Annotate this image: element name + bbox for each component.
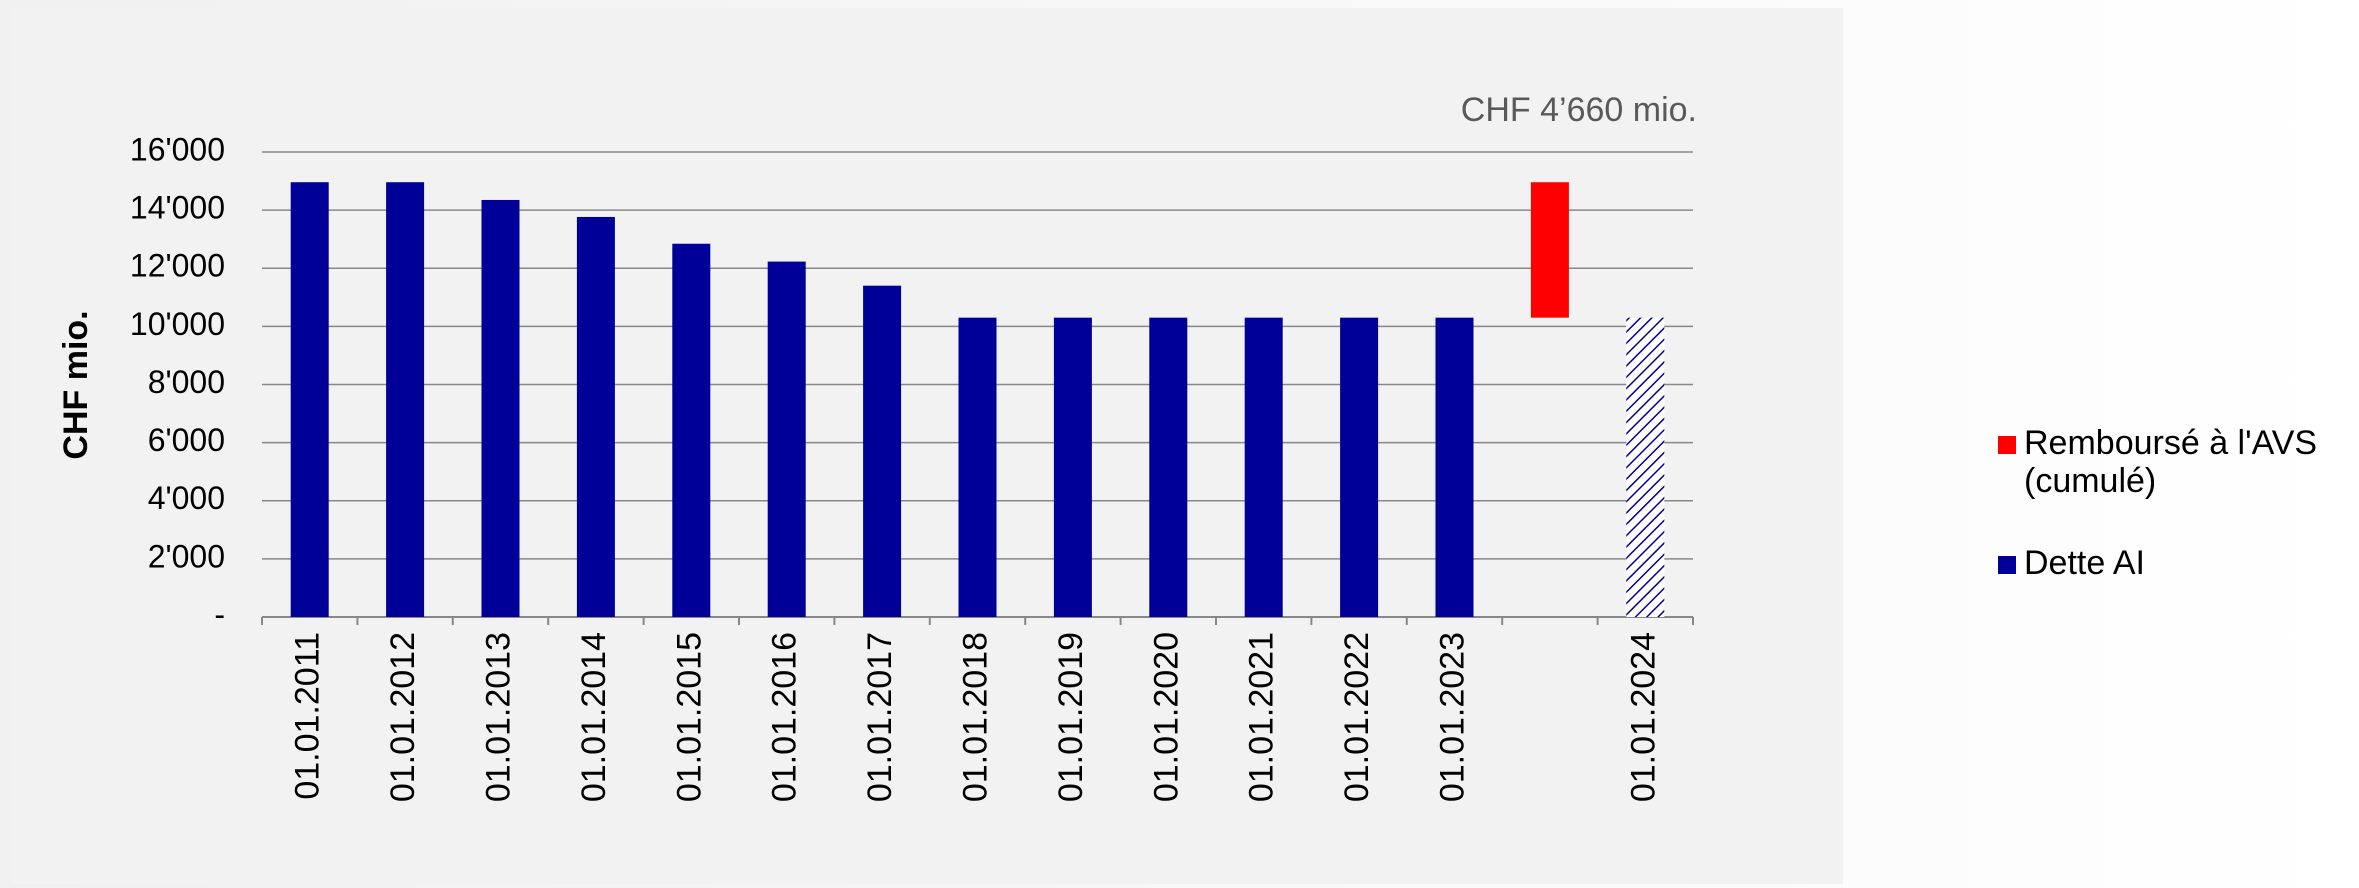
y-tick-label: 6'000 — [148, 422, 225, 458]
y-axis-label: CHF mio. — [57, 310, 95, 459]
x-tick-label: 01.01.2011 — [289, 632, 327, 800]
bar — [1530, 182, 1569, 318]
x-tick-label: 01.01.2020 — [1147, 632, 1185, 802]
y-tick-label: 10'000 — [130, 306, 225, 342]
bar — [863, 285, 902, 617]
x-tick-label: 01.01.2021 — [1243, 632, 1281, 802]
legend-item: Remboursé à l'AVS (cumulé) — [1998, 424, 2344, 500]
x-tick-label: 01.01.2022 — [1338, 632, 1376, 802]
bar — [672, 243, 711, 617]
legend-swatch — [1998, 556, 2016, 574]
bar — [1149, 317, 1188, 617]
bar — [1626, 317, 1665, 617]
x-tick-label: 01.01.2023 — [1433, 632, 1471, 802]
x-tick-label: 01.01.2015 — [670, 632, 708, 802]
legend-swatch — [1998, 436, 2016, 454]
bar — [767, 261, 806, 617]
x-tick-label: 01.01.2012 — [384, 632, 422, 802]
x-tick-label: 01.01.2013 — [479, 632, 517, 802]
bar — [1340, 317, 1379, 617]
x-tick-label: 01.01.2024 — [1624, 632, 1662, 802]
legend: Remboursé à l'AVS (cumulé) Dette AI — [1998, 424, 2344, 626]
y-tick-label: 2'000 — [148, 538, 225, 574]
x-tick-label: 01.01.2019 — [1052, 632, 1090, 802]
legend-label: Remboursé à l'AVS (cumulé) — [2024, 424, 2318, 500]
x-tick-label: 01.01.2017 — [861, 632, 899, 802]
legend-item: Dette AI — [1998, 544, 2344, 582]
annotation: CHF 4’660 mio. — [1461, 91, 1697, 129]
y-tick-label: 14'000 — [130, 190, 225, 226]
y-tick-label: 16'000 — [130, 131, 225, 167]
x-tick-label: 01.01.2016 — [766, 632, 804, 802]
y-tick-label: - — [214, 596, 225, 632]
y-tick-label: 12'000 — [130, 248, 225, 284]
bar — [1435, 317, 1474, 617]
bar — [481, 199, 520, 617]
x-tick-label: 01.01.2014 — [575, 632, 613, 802]
legend-label: Dette AI — [2024, 544, 2145, 582]
bar — [386, 182, 425, 617]
bar — [958, 317, 997, 617]
bar — [1244, 317, 1283, 617]
y-tick-label: 8'000 — [148, 364, 225, 400]
bar — [1053, 317, 1092, 617]
bar — [576, 216, 615, 617]
bar — [290, 182, 329, 617]
chart-area — [12, 8, 1843, 884]
y-tick-label: 4'000 — [148, 480, 225, 516]
x-tick-label: 01.01.2018 — [956, 632, 994, 802]
